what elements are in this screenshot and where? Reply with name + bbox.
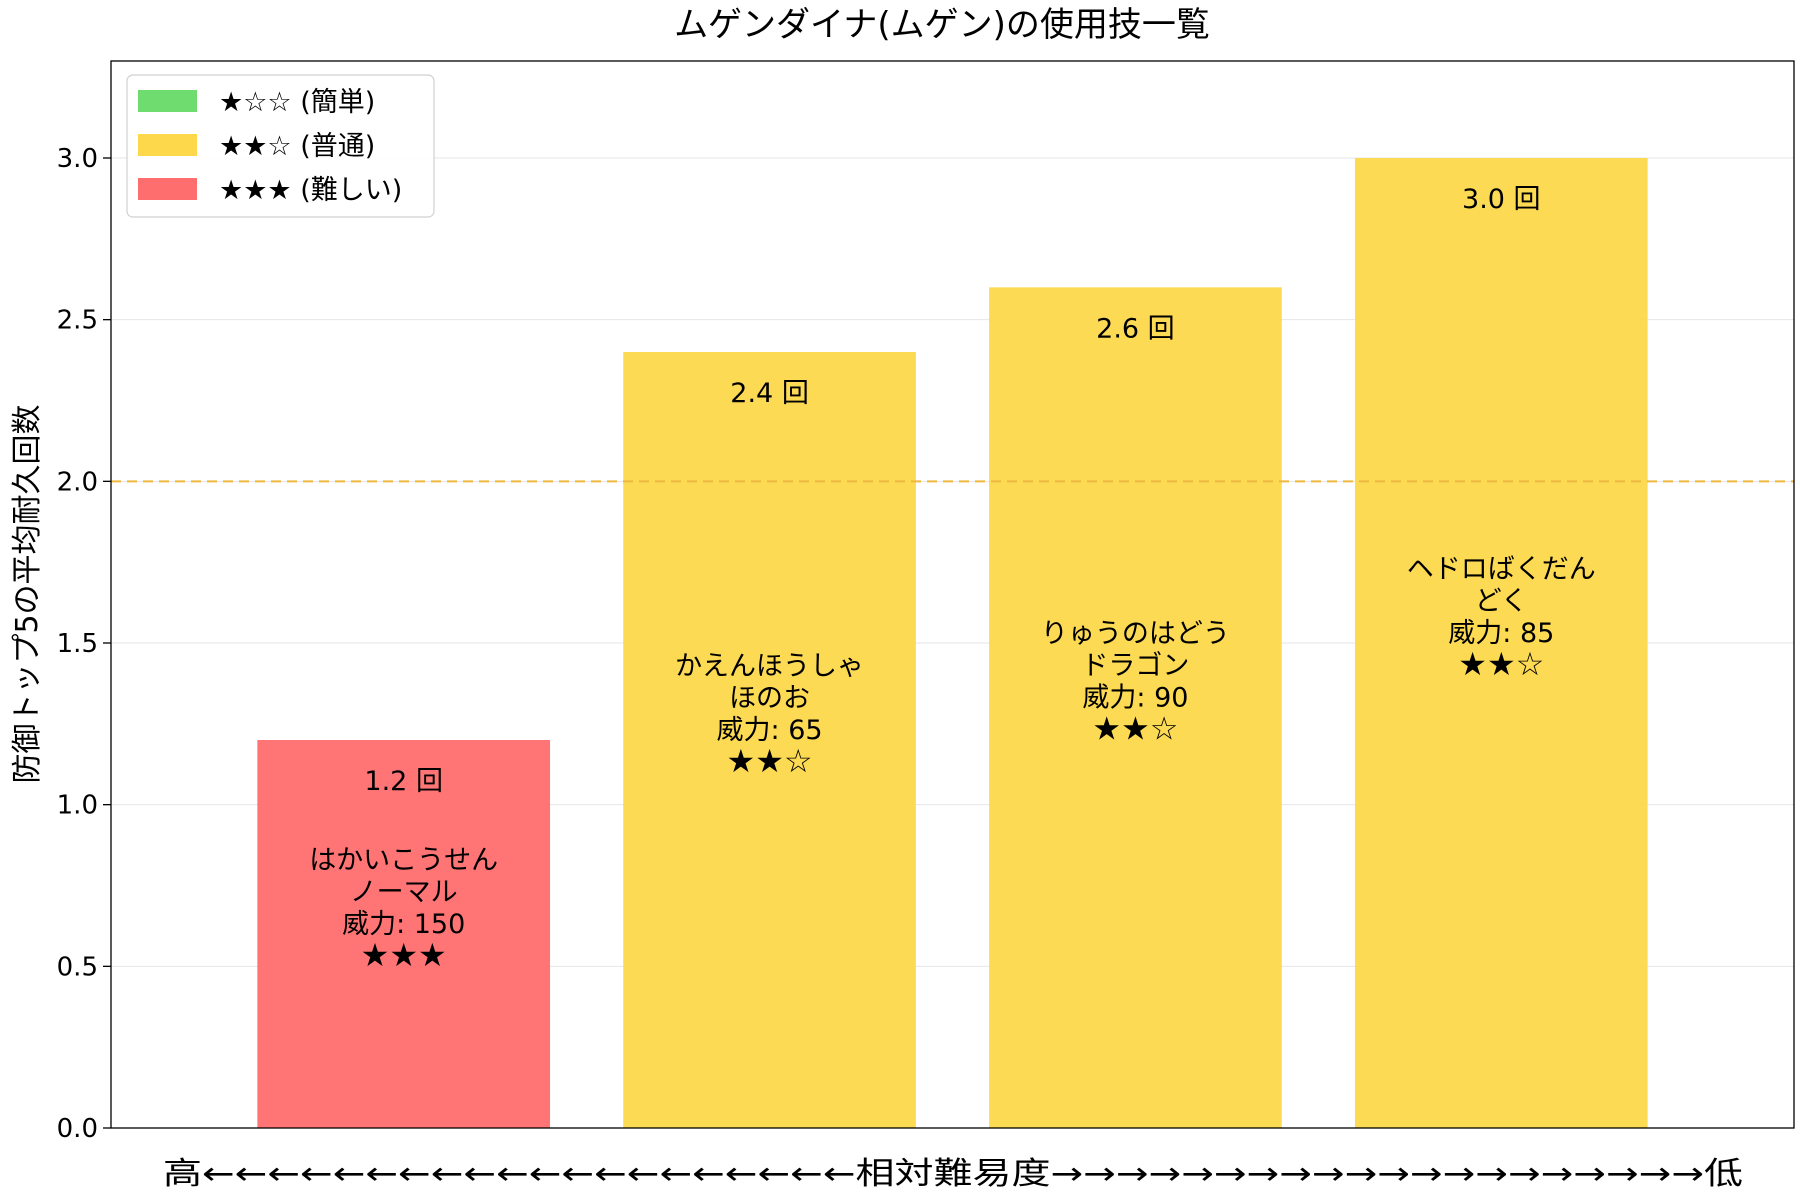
bar-move-name: りゅうのはどう [1041,619,1230,650]
bar [257,740,551,1128]
legend-label: ★★☆ (普通) [219,131,375,162]
y-tick-label: 0.0 [57,1114,98,1144]
y-tick-label: 2.5 [57,306,98,336]
y-tick-label: 3.0 [57,144,98,174]
y-tick-label: 2.0 [57,467,98,497]
bar-move-power: 威力: 85 [1448,618,1554,649]
y-tick-label: 1.5 [57,629,98,659]
bar-difficulty-stars: ★★☆ [1092,710,1178,748]
bar-value-label: 2.6 回 [1096,313,1175,344]
bar-move-name: はかいこうせん [309,845,498,876]
y-tick-label: 0.5 [57,952,98,982]
bar-move-name: かえんほうしゃ [675,651,864,682]
plot-frame [110,60,1795,1129]
bar-move-power: 威力: 90 [1082,683,1188,714]
bar-difficulty-stars: ★★★ [361,936,447,974]
legend-box [126,74,435,218]
bar-move-type: ドラゴン [1081,651,1189,682]
legend-label: ★★★ (難しい) [219,175,402,206]
bar-value-label: 1.2 回 [364,766,443,797]
bar-move-type: どく [1475,586,1528,617]
bar-value-label: 2.4 回 [730,378,809,409]
legend-swatch [138,134,197,156]
bar-difficulty-stars: ★★☆ [1458,645,1544,683]
legend-label: ★☆☆ (簡単) [219,87,375,118]
bar-move-type: ノーマル [350,877,458,908]
x-axis-label: 高←←←←←←←←←←←←←←←←←←←←相対難易度→→→→→→→→→→→→→→… [163,1156,1743,1192]
bar [989,287,1282,1128]
bar-move-power: 威力: 150 [342,909,465,940]
y-tick-label: 1.0 [57,791,98,821]
bar-move-power: 威力: 65 [717,715,823,746]
legend-swatch [138,90,197,112]
chart-title: ムゲンダイナ(ムゲン)の使用技一覧 [674,5,1210,45]
y-axis-label: 防御トップ5の平均耐久回数 [10,404,45,783]
legend-items: ★☆☆ (簡単) ★★☆ (普通) ★★★ (難しい) [138,87,402,206]
bar-difficulty-stars: ★★☆ [727,742,813,780]
bar-value-label: 3.0 回 [1462,184,1541,215]
legend: ★☆☆ (簡単) ★★☆ (普通) ★★★ (難しい) [126,74,435,218]
y-axis-ticks: 0.0 0.5 1.0 1.5 2.0 2.5 3.0 [57,144,111,1144]
bar [1354,158,1648,1128]
bar-move-type: ほのお [729,683,810,714]
legend-swatch [138,178,197,200]
bar-move-name: ヘドロばくだん [1407,554,1596,585]
